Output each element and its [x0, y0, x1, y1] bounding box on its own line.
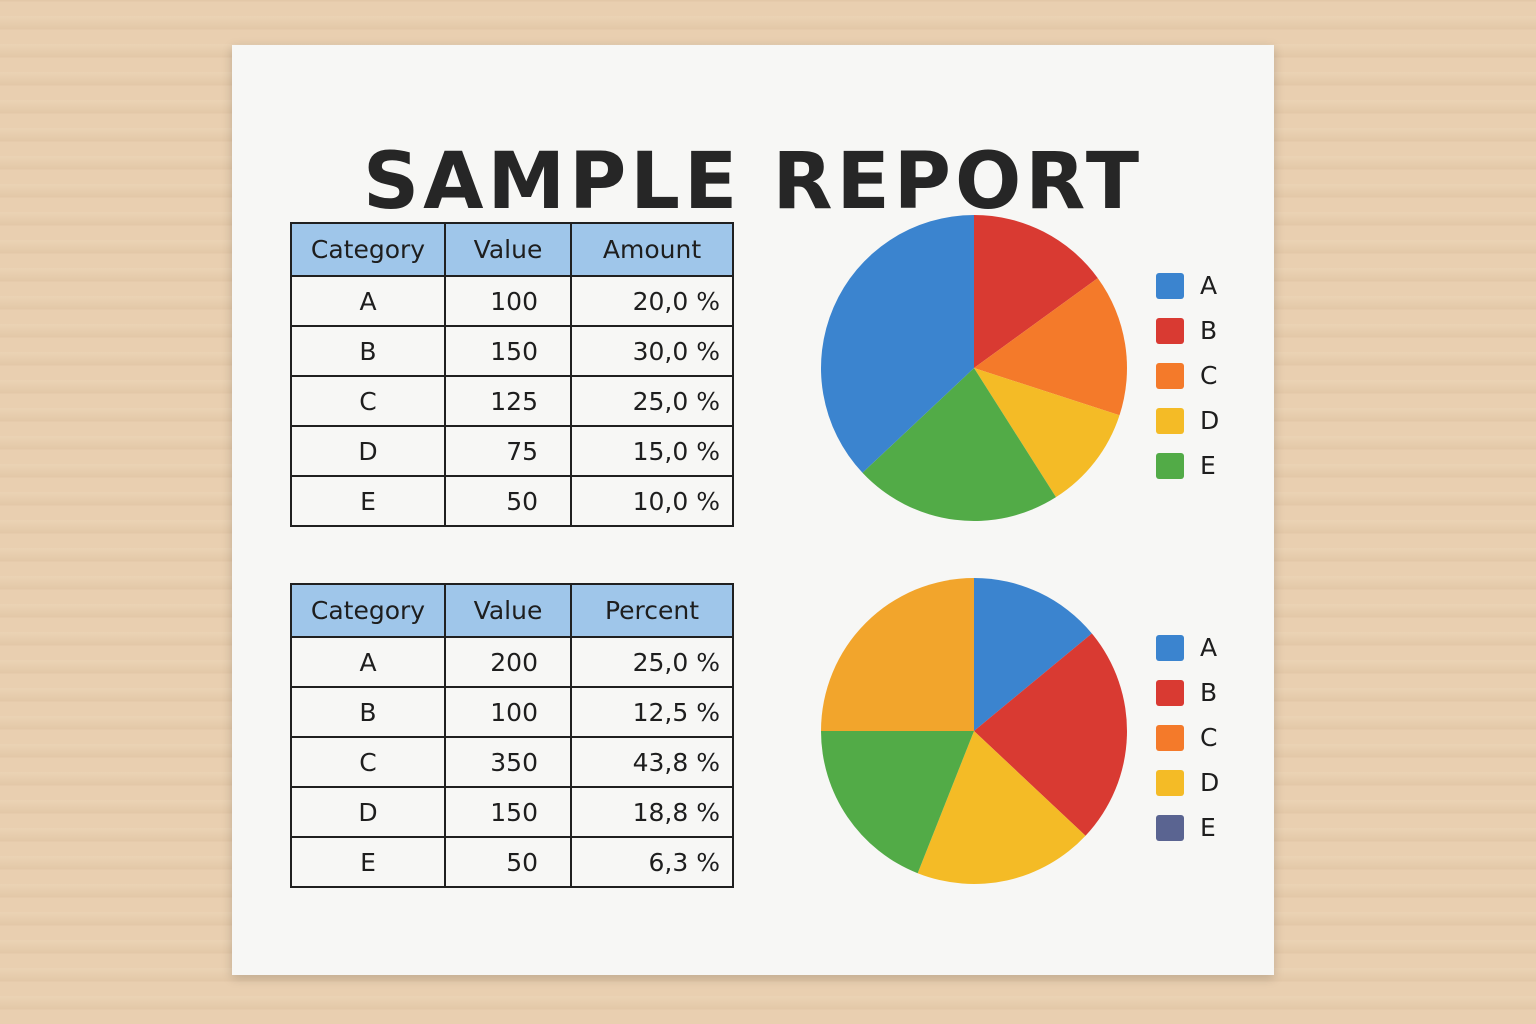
category-cell: A	[290, 275, 446, 327]
legend-label: A	[1200, 633, 1218, 662]
category-cell: C	[290, 736, 446, 788]
table-row: D 75 15,0 %	[290, 425, 734, 477]
legend-item: A	[1156, 263, 1219, 308]
share-cell: 15,0 %	[570, 425, 734, 477]
header-value: Value	[444, 583, 572, 638]
legend-swatch	[1156, 362, 1184, 389]
legend-swatch	[1156, 317, 1184, 344]
legend-item: D	[1156, 760, 1219, 805]
header-category: Category	[290, 583, 446, 638]
table-row: B 150 30,0 %	[290, 325, 734, 377]
pie-slice-b	[974, 633, 1127, 836]
legend-item: D	[1156, 398, 1219, 443]
legend-label: B	[1200, 316, 1218, 345]
legend-swatch	[1156, 452, 1184, 479]
legend-swatch	[1156, 724, 1184, 751]
legend-label: E	[1200, 451, 1216, 480]
legend-swatch	[1156, 634, 1184, 661]
legend-item: A	[1156, 625, 1219, 670]
pie-slice-a	[974, 578, 1092, 731]
share-cell: 25,0 %	[570, 375, 734, 427]
report-sheet: SAMPLE REPORT Category Value Amount A 100…	[232, 45, 1274, 975]
legend-label: C	[1200, 361, 1218, 390]
legend-item: E	[1156, 805, 1219, 850]
percent-table: Category Value Percent A 200 25,0 % B 100 12,…	[290, 583, 734, 888]
pie-slice-b	[974, 215, 1098, 368]
category-cell: B	[290, 686, 446, 738]
legend-label: E	[1200, 813, 1216, 842]
table-row: B 100 12,5 %	[290, 686, 734, 738]
legend-label: D	[1200, 768, 1220, 797]
value-cell: 75	[444, 425, 572, 477]
legend-swatch	[1156, 679, 1184, 706]
category-cell: D	[290, 786, 446, 838]
table-row: D 150 18,8 %	[290, 786, 734, 838]
value-cell: 150	[444, 325, 572, 377]
legend-swatch	[1156, 407, 1184, 434]
pie-chart-1	[821, 215, 1127, 521]
table-row: A 100 20,0 %	[290, 275, 734, 327]
legend-item: E	[1156, 443, 1219, 488]
share-cell: 20,0 %	[570, 275, 734, 327]
header-percent: Percent	[570, 583, 734, 638]
legend-item: C	[1156, 353, 1219, 398]
share-cell: 25,0 %	[570, 636, 734, 688]
value-cell: 125	[444, 375, 572, 427]
header-amount: Amount	[570, 222, 734, 277]
share-cell: 6,3 %	[570, 836, 734, 888]
table-row: A 200 25,0 %	[290, 636, 734, 688]
value-cell: 100	[444, 686, 572, 738]
table-row: C 350 43,8 %	[290, 736, 734, 788]
value-cell: 200	[444, 636, 572, 688]
share-cell: 30,0 %	[570, 325, 734, 377]
share-cell: 12,5 %	[570, 686, 734, 738]
amount-table: Category Value Amount A 100 20,0 % B 150 30,0…	[290, 222, 734, 527]
legend-swatch	[1156, 814, 1184, 841]
header-value: Value	[444, 222, 572, 277]
value-cell: 50	[444, 836, 572, 888]
table-row: C 125 25,0 %	[290, 375, 734, 427]
pie-chart-2	[821, 578, 1127, 884]
pie-slice-d	[974, 368, 1120, 498]
table-header-row: Category Value Percent	[290, 583, 734, 638]
share-cell: 10,0 %	[570, 475, 734, 527]
value-cell: 100	[444, 275, 572, 327]
category-cell: B	[290, 325, 446, 377]
share-cell: 43,8 %	[570, 736, 734, 788]
legend-swatch	[1156, 272, 1184, 299]
header-category: Category	[290, 222, 446, 277]
legend-item: B	[1156, 308, 1219, 353]
legend-label: D	[1200, 406, 1220, 435]
pie-slice-e	[821, 731, 974, 874]
category-cell: A	[290, 636, 446, 688]
pie-slice-c	[821, 578, 974, 731]
category-cell: D	[290, 425, 446, 477]
category-cell: E	[290, 475, 446, 527]
table-row: E 50 6,3 %	[290, 836, 734, 888]
value-cell: 150	[444, 786, 572, 838]
pie-slice-a	[821, 215, 974, 473]
legend-label: A	[1200, 271, 1218, 300]
legend-item: B	[1156, 670, 1219, 715]
legend-label: C	[1200, 723, 1218, 752]
category-cell: C	[290, 375, 446, 427]
legend-item: C	[1156, 715, 1219, 760]
table-row: E 50 10,0 %	[290, 475, 734, 527]
legend-swatch	[1156, 769, 1184, 796]
category-cell: E	[290, 836, 446, 888]
value-cell: 50	[444, 475, 572, 527]
share-cell: 18,8 %	[570, 786, 734, 838]
pie-slice-c	[974, 278, 1127, 416]
legend-label: B	[1200, 678, 1218, 707]
report-title: SAMPLE REPORT	[362, 137, 1144, 227]
value-cell: 350	[444, 736, 572, 788]
table-header-row: Category Value Amount	[290, 222, 734, 277]
pie-slice-e	[862, 368, 1056, 521]
pie-slice-d	[917, 731, 1086, 884]
